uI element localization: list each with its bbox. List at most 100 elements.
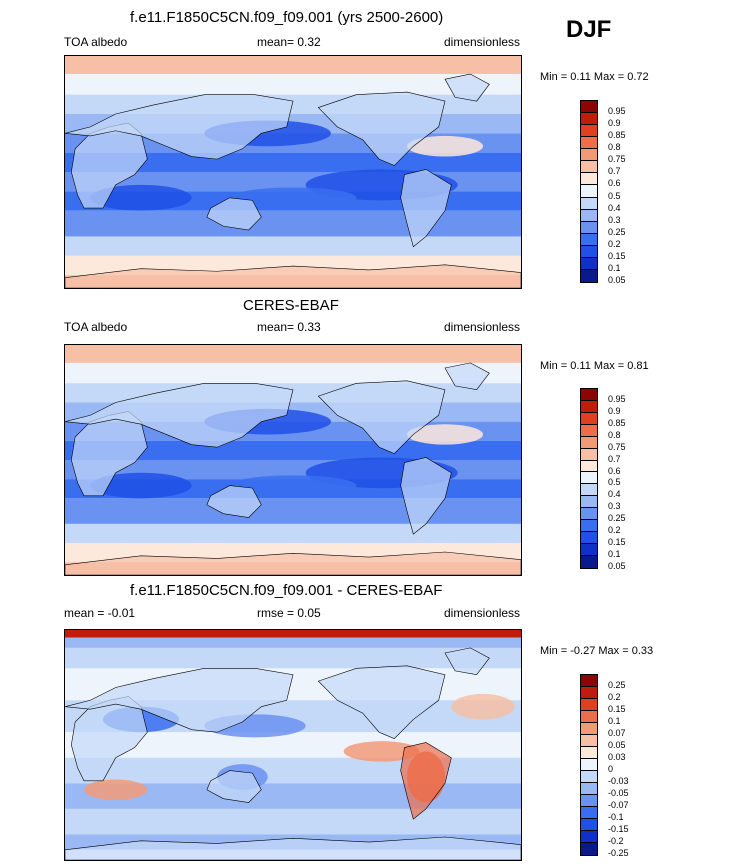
panel3-mean-label: mean = -0.01 xyxy=(64,606,136,620)
panel2-colorbar-swatch xyxy=(581,400,597,413)
panel3-title: f.e11.F1850C5CN.f09_f09.001 - CERES-EBAF xyxy=(130,582,443,599)
panel1-colorbar-swatch xyxy=(581,197,597,210)
panel2-colorbar-swatch xyxy=(581,436,597,449)
panel1-colorbar-swatch xyxy=(581,101,597,114)
panel3-colorbar-swatch xyxy=(581,795,597,807)
panel2-colorbar-tick-label: 0.2 xyxy=(608,525,621,536)
panel2-colorbar-tick-label: 0.9 xyxy=(608,405,621,416)
panel1-left-label: TOA albedo xyxy=(64,35,128,49)
panel3-colorbar-tick-label: 0.2 xyxy=(608,692,621,702)
panel3-minmax: Min = -0.27 Max = 0.33 xyxy=(540,645,654,657)
difference-map xyxy=(64,629,522,861)
panel2-colorbar xyxy=(580,388,598,569)
panel3-colorbar-swatch xyxy=(581,747,597,759)
panel1-colorbar-swatch xyxy=(581,269,597,282)
panel1-colorbar-swatch xyxy=(581,209,597,222)
panel1-colorbar-tick-label: 0.75 xyxy=(608,154,626,165)
panel1-colorbar-swatch xyxy=(581,149,597,162)
panel1-colorbar-tick-label: 0.85 xyxy=(608,130,626,141)
panel1-colorbar-tick-label: 0.2 xyxy=(608,238,621,249)
panel1-colorbar-swatch xyxy=(581,257,597,270)
panel3-colorbar-swatch xyxy=(581,831,597,843)
panel3-colorbar-tick-label: -0.07 xyxy=(608,800,629,810)
panel1-mean-label: mean= 0.32 xyxy=(257,35,321,49)
panel2-colorbar-swatch xyxy=(581,520,597,533)
panel1-colorbar-tick-label: 0.8 xyxy=(608,142,621,153)
panel3-colorbar-swatch xyxy=(581,783,597,795)
panel1-colorbar-swatch xyxy=(581,137,597,150)
panel2-colorbar-tick-label: 0.15 xyxy=(608,537,626,548)
panel2-left-label: TOA albedo xyxy=(64,320,128,334)
panel1-title: f.e11.F1850C5CN.f09_f09.001 (yrs 2500-26… xyxy=(130,9,444,26)
panel2-colorbar-swatch xyxy=(581,472,597,485)
panel1-colorbar-tick-label: 0.7 xyxy=(608,166,621,177)
panel1-colorbar-tick-label: 0.25 xyxy=(608,226,626,237)
panel3-colorbar-tick-label: -0.1 xyxy=(608,812,624,822)
panel1-colorbar-swatch xyxy=(581,185,597,198)
panel2-colorbar-swatch xyxy=(581,448,597,461)
panel1-colorbar-tick-label: 0.9 xyxy=(608,118,621,129)
panel3-colorbar-tick-label: -0.25 xyxy=(608,848,629,858)
panel3-colorbar-tick-label: 0.05 xyxy=(608,740,626,750)
panel3-colorbar-tick-label: 0.15 xyxy=(608,704,626,714)
panel1-colorbar-swatch xyxy=(581,161,597,174)
panel3-colorbar-tick-label: -0.03 xyxy=(608,776,629,786)
panel3-colorbar xyxy=(580,674,598,856)
panel1-colorbar-tick-label: 0.4 xyxy=(608,202,621,213)
panel2-colorbar-swatch xyxy=(581,424,597,437)
panel1-colorbar-tick-label: 0.1 xyxy=(608,262,621,273)
panel3-colorbar-tick-label: 0.25 xyxy=(608,680,626,690)
panel3-units-label: dimensionless xyxy=(444,606,521,620)
panel1-colorbar-tick-label: 0.5 xyxy=(608,190,621,201)
panel1-units-label: dimensionless xyxy=(444,35,521,49)
panel1-colorbar-swatch xyxy=(581,125,597,138)
panel2-colorbar-tick-label: 0.05 xyxy=(608,561,626,571)
panel2-colorbar-tick-label: 0.5 xyxy=(608,477,621,488)
panel3-colorbar-swatch xyxy=(581,699,597,711)
panel3-colorbar-swatch xyxy=(581,819,597,831)
panel1-colorbar-tick-label: 0.05 xyxy=(608,275,626,285)
panel3-colorbar-tick-label: -0.15 xyxy=(608,824,629,834)
panel2-colorbar-tick-label: 0.85 xyxy=(608,417,626,428)
panel2-colorbar-swatch xyxy=(581,412,597,425)
panel2-colorbar-tick-label: 0.8 xyxy=(608,429,621,440)
panel2-colorbar-tick-label: 0.6 xyxy=(608,465,621,476)
panel2-colorbar-swatch xyxy=(581,484,597,497)
panel2-colorbar-tick-label: 0.1 xyxy=(608,549,621,560)
panel2-units-label: dimensionless xyxy=(444,320,521,334)
panel3-colorbar-tick-label: -0.2 xyxy=(608,836,624,846)
panel3-colorbar-swatch xyxy=(581,735,597,747)
panel2-colorbar-swatch xyxy=(581,389,597,401)
panel1-colorbar-tick-label: 0.3 xyxy=(608,214,621,225)
panel3-colorbar-tick-label: 0 xyxy=(608,764,614,774)
panel1-colorbar-tick-label: 0.15 xyxy=(608,250,626,261)
panel1-colorbar xyxy=(580,100,598,283)
panel3-colorbar-tick-label: -0.05 xyxy=(608,788,629,798)
panel1-colorbar-swatch xyxy=(581,233,597,246)
panel2-colorbar-swatch xyxy=(581,460,597,473)
panel1-colorbar-swatch xyxy=(581,221,597,234)
panel1-colorbar-swatch xyxy=(581,173,597,186)
panel2-colorbar-tick-label: 0.25 xyxy=(608,513,626,524)
panel2-colorbar-swatch xyxy=(581,496,597,509)
panel3-colorbar-tick-label: 0.03 xyxy=(608,752,626,762)
panel2-colorbar-swatch xyxy=(581,532,597,544)
panel1-colorbar-swatch xyxy=(581,113,597,126)
panel3-colorbar-swatch xyxy=(581,687,597,699)
panel2-colorbar-swatch xyxy=(581,508,597,521)
panel3-colorbar-swatch xyxy=(581,843,597,855)
season-label: DJF xyxy=(566,16,612,43)
panel3-colorbar-tick-label: 0.07 xyxy=(608,728,626,738)
panel1-colorbar-tick-label: 0.95 xyxy=(608,106,626,117)
panel1-colorbar-swatch xyxy=(581,245,597,258)
panel2-title: CERES-EBAF xyxy=(243,297,339,314)
panel3-colorbar-swatch xyxy=(581,807,597,819)
panel3-colorbar-tick-label: 0.1 xyxy=(608,716,621,726)
panel2-minmax: Min = 0.11 Max = 0.81 xyxy=(540,360,649,372)
panel3-colorbar-swatch xyxy=(581,675,597,687)
panel2-colorbar-tick-label: 0.7 xyxy=(608,453,621,464)
panel1-minmax: Min = 0.11 Max = 0.72 xyxy=(540,71,649,83)
panel2-mean-label: mean= 0.33 xyxy=(257,320,321,334)
panel1-colorbar-tick-label: 0.6 xyxy=(608,178,621,189)
panel3-rmse-label: rmse = 0.05 xyxy=(257,606,321,620)
